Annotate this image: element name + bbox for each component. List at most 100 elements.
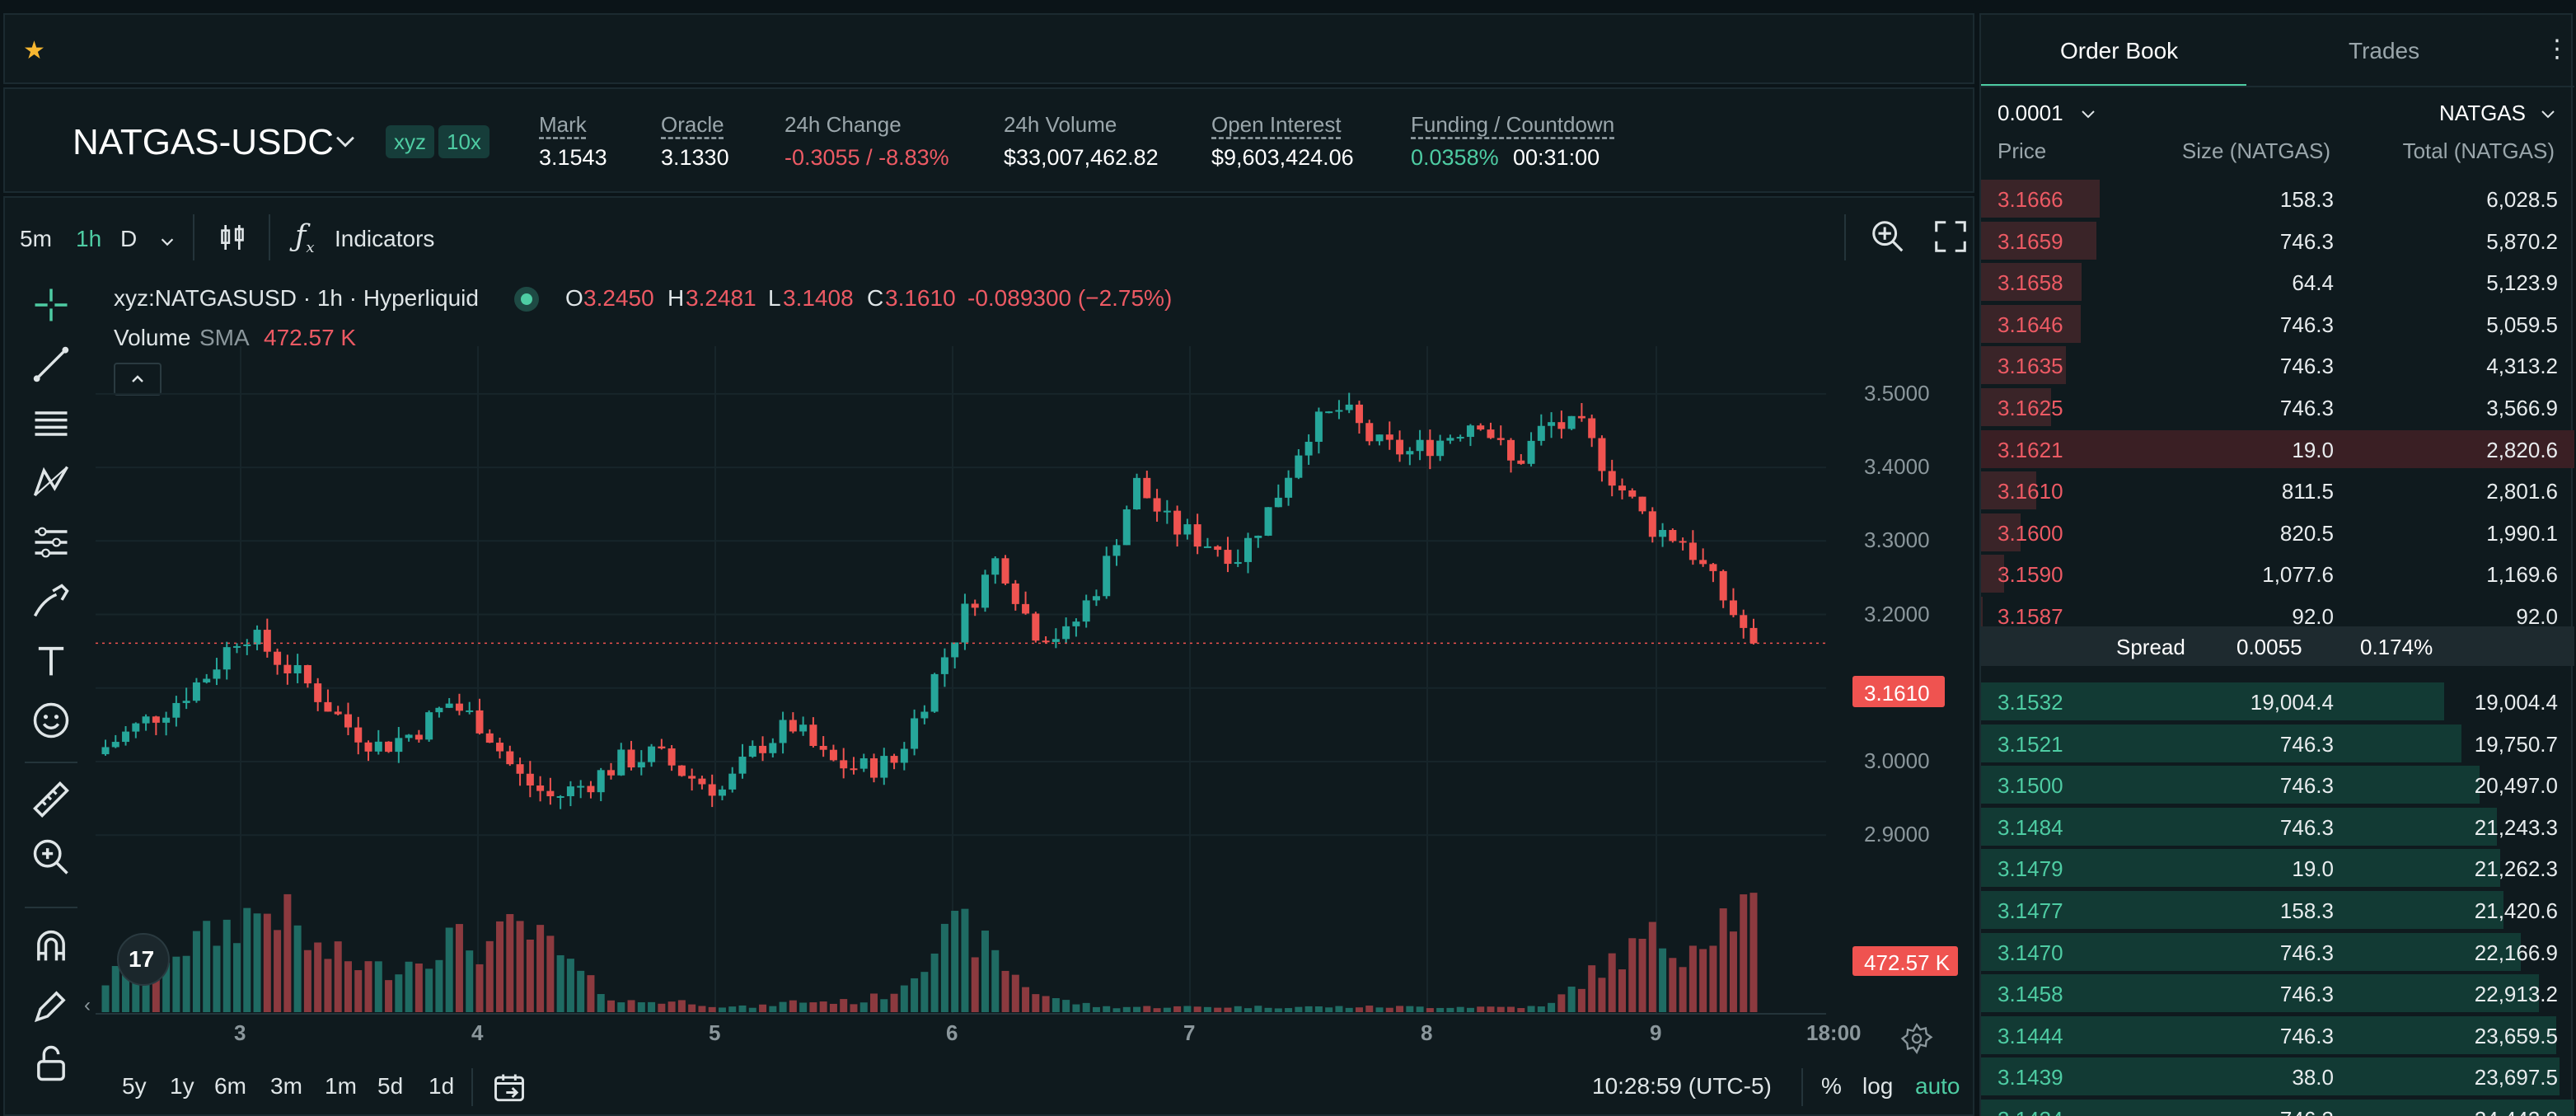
bid-row[interactable]: 3.1532 19,004.4 19,004.4 xyxy=(1981,681,2574,722)
percent-toggle[interactable]: % xyxy=(1821,1073,1842,1099)
volume-bar xyxy=(1234,1006,1242,1012)
more-options-icon[interactable]: ⋮ xyxy=(2545,35,2569,63)
bid-row[interactable]: 3.1521 746.3 19,750.7 xyxy=(1981,723,2574,764)
volume-bar xyxy=(1608,953,1616,1012)
volume-bar xyxy=(1193,1006,1201,1012)
ask-row[interactable]: 3.1600 820.5 1,990.1 xyxy=(1981,512,2574,553)
volume-bar xyxy=(911,978,919,1012)
range-1y[interactable]: 1y xyxy=(170,1073,194,1099)
range-1m[interactable]: 1m xyxy=(325,1073,357,1099)
crosshair-icon[interactable] xyxy=(30,284,73,326)
collapse-toolbar-icon[interactable]: ‹ xyxy=(84,994,91,1016)
tick-size-select[interactable]: 0.0001 xyxy=(1998,101,2063,125)
chevron-down-icon[interactable] xyxy=(331,127,359,155)
ask-row[interactable]: 3.1635 746.3 4,313.2 xyxy=(1981,345,2574,386)
range-3m[interactable]: 3m xyxy=(270,1073,302,1099)
tradingview-logo[interactable]: 17 xyxy=(117,933,170,986)
volume-bar xyxy=(1214,1007,1222,1012)
interval-d[interactable]: D xyxy=(120,226,138,251)
indicators-button[interactable]: Indicators xyxy=(335,226,435,251)
zoom-search-icon[interactable] xyxy=(1869,218,1907,256)
range-6m[interactable]: 6m xyxy=(214,1073,246,1099)
chevron-down-icon[interactable] xyxy=(2538,104,2558,124)
clock[interactable]: 10:28:59 (UTC-5) xyxy=(1592,1073,1772,1099)
brush-icon[interactable] xyxy=(30,580,73,623)
volume-bar xyxy=(819,1001,827,1012)
range-5y[interactable]: 5y xyxy=(122,1073,147,1099)
candle-body xyxy=(1092,596,1100,601)
collapse-legend-button[interactable] xyxy=(114,363,162,396)
chevron-down-icon[interactable] xyxy=(2078,104,2098,124)
candles-icon[interactable] xyxy=(216,219,249,256)
tab-trades[interactable]: Trades xyxy=(2349,38,2420,63)
volume-bar xyxy=(1436,1007,1445,1012)
function-icon[interactable]: ƒx xyxy=(295,219,315,257)
ruler-icon[interactable] xyxy=(30,778,73,821)
bid-row[interactable]: 3.1479 19.0 21,262.3 xyxy=(1981,847,2574,889)
bid-row[interactable]: 3.1500 746.3 20,497.0 xyxy=(1981,764,2574,805)
volume-bar xyxy=(415,964,423,1012)
bid-row[interactable]: 3.1439 38.0 23,697.5 xyxy=(1981,1056,2574,1097)
pencil-lock-icon[interactable] xyxy=(30,984,73,1027)
forecast-icon[interactable] xyxy=(30,521,73,564)
ask-row[interactable]: 3.1610 811.5 2,801.6 xyxy=(1981,470,2574,511)
auto-toggle[interactable]: auto xyxy=(1915,1073,1960,1099)
price-tick: 3.5000 xyxy=(1864,380,1930,406)
volume-bar xyxy=(526,939,534,1012)
fullscreen-icon[interactable] xyxy=(1932,218,1969,256)
candle-body xyxy=(293,664,302,673)
ask-row[interactable]: 3.1625 746.3 3,566.9 xyxy=(1981,387,2574,428)
ask-row[interactable]: 3.1658 64.4 5,123.9 xyxy=(1981,261,2574,302)
zoom-in-icon[interactable] xyxy=(30,836,73,879)
bid-row[interactable]: 3.1484 746.3 21,243.3 xyxy=(1981,806,2574,847)
range-5d[interactable]: 5d xyxy=(377,1073,404,1099)
candle-body xyxy=(1527,440,1535,464)
range-1d[interactable]: 1d xyxy=(429,1073,455,1099)
ask-row[interactable]: 3.1646 746.3 5,059.5 xyxy=(1981,303,2574,345)
bid-row[interactable]: 3.1477 158.3 21,420.6 xyxy=(1981,889,2574,931)
interval-5m[interactable]: 5m xyxy=(20,226,52,251)
size: 746.3 xyxy=(2279,354,2334,379)
chevron-down-icon[interactable] xyxy=(158,232,176,251)
ask-row[interactable]: 3.1587 92.0 92.0 xyxy=(1981,595,2574,636)
volume-bar xyxy=(354,970,363,1012)
ask-row[interactable]: 3.1659 746.3 5,870.2 xyxy=(1981,220,2574,261)
bid-row[interactable]: 3.1458 746.3 22,913.2 xyxy=(1981,973,2574,1014)
ask-row[interactable]: 3.1590 1,077.6 1,169.6 xyxy=(1981,553,2574,594)
bid-row[interactable]: 3.1444 746.3 23,659.5 xyxy=(1981,1015,2574,1056)
log-toggle[interactable]: log xyxy=(1862,1073,1894,1099)
star-icon[interactable]: ★ xyxy=(23,37,45,64)
settings-gear-icon[interactable] xyxy=(1900,1022,1933,1055)
leverage-badge[interactable]: 10x xyxy=(438,125,489,158)
text-icon[interactable] xyxy=(30,640,73,682)
magnet-icon[interactable] xyxy=(30,925,73,968)
volume-bar xyxy=(850,1004,858,1012)
volume-bar xyxy=(859,1002,868,1012)
price-chart[interactable] xyxy=(96,346,1867,1022)
price: 3.1521 xyxy=(1998,731,2063,757)
ask-row[interactable]: 3.1666 158.3 6,028.5 xyxy=(1981,178,2574,219)
unit-select[interactable]: NATGAS xyxy=(2439,101,2526,125)
pattern-icon[interactable] xyxy=(30,462,73,504)
funding-label: Funding / Countdown xyxy=(1411,112,1615,137)
tab-order-book[interactable]: Order Book xyxy=(2060,38,2179,63)
fib-lines-icon[interactable] xyxy=(30,402,73,445)
candle-body xyxy=(1659,530,1667,537)
interval-1h[interactable]: 1h xyxy=(76,226,102,251)
trend-line-icon[interactable] xyxy=(30,343,73,386)
price: 3.1635 xyxy=(1998,354,2063,379)
bid-row[interactable]: 3.1470 746.3 22,166.9 xyxy=(1981,931,2574,973)
time-tick: 18:00 xyxy=(1806,1020,1862,1045)
calendar-goto-icon[interactable] xyxy=(491,1070,527,1106)
ask-row[interactable]: 3.1621 19.0 2,820.6 xyxy=(1981,429,2574,470)
price-tick: 3.0000 xyxy=(1864,748,1930,773)
volume-bar xyxy=(1345,1007,1353,1012)
candle-body xyxy=(233,645,241,648)
volume-bar xyxy=(890,993,898,1012)
candle-body xyxy=(1163,510,1171,513)
bid-row[interactable]: 3.1434 746.3 24,443.8 xyxy=(1981,1098,2574,1116)
emoji-icon[interactable] xyxy=(30,699,73,742)
price-tick: 2.9000 xyxy=(1864,822,1930,847)
lock-icon[interactable] xyxy=(30,1042,73,1085)
pair-name[interactable]: NATGAS-USDC xyxy=(73,122,334,162)
